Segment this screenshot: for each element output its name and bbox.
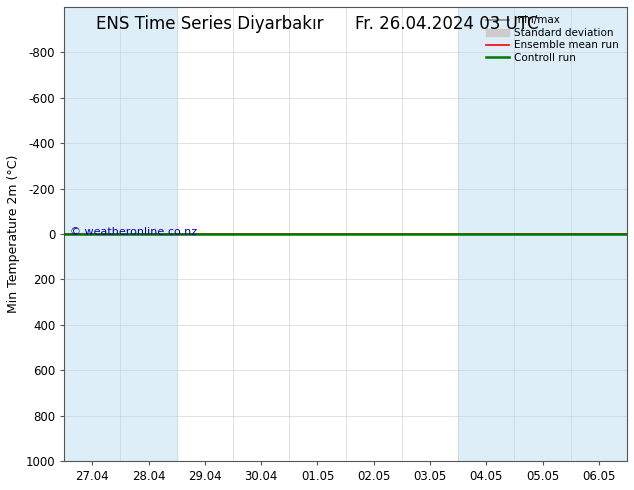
- Text: © weatheronline.co.nz: © weatheronline.co.nz: [70, 227, 197, 237]
- Bar: [571, 7, 627, 461]
- Legend: min/max, Standard deviation, Ensemble mean run, Controll run: min/max, Standard deviation, Ensemble me…: [482, 12, 622, 66]
- Y-axis label: Min Temperature 2m (°C): Min Temperature 2m (°C): [7, 155, 20, 313]
- Bar: [64, 7, 120, 461]
- Text: ENS Time Series Diyarbakır      Fr. 26.04.2024 03 UTC: ENS Time Series Diyarbakır Fr. 26.04.202…: [96, 15, 538, 33]
- Bar: [514, 7, 571, 461]
- Bar: [120, 7, 177, 461]
- Bar: [458, 7, 514, 461]
